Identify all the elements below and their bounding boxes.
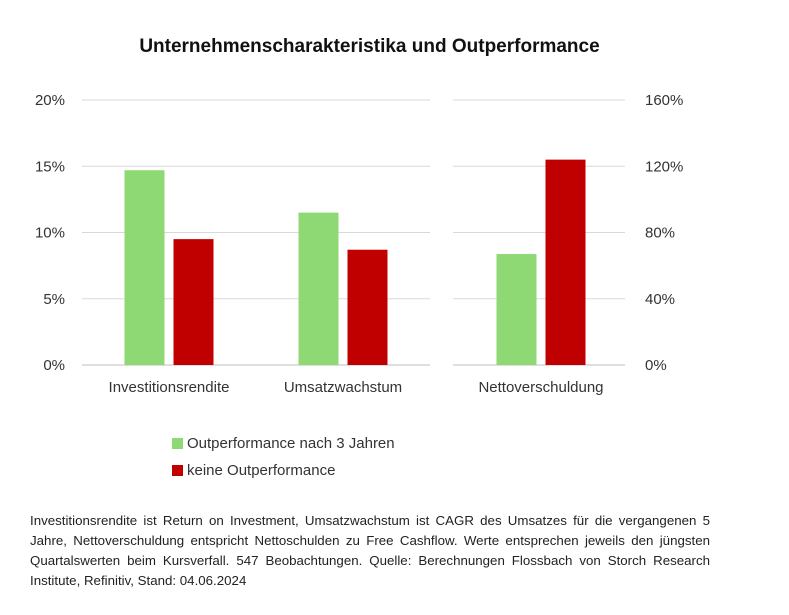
- x-category-label: Umsatzwachstum: [284, 379, 402, 396]
- legend-item-no-outperformance: keine Outperformance: [172, 457, 395, 484]
- legend-label-no-outperformance: keine Outperformance: [187, 462, 336, 479]
- y-right-tick-label: 160%: [645, 92, 683, 109]
- footnote: Investitionsrendite ist Return on Invest…: [30, 513, 710, 588]
- y-left-tick-label: 10%: [35, 225, 65, 242]
- x-category-label: Investitionsrendite: [109, 379, 230, 396]
- legend-item-outperformance: Outperformance nach 3 Jahren: [172, 430, 395, 457]
- bar-no-outperformance-nettoverschuldung: [545, 159, 586, 365]
- y-right-tick-label: 40%: [645, 291, 675, 308]
- bar-outperformance-nettoverschuldung: [496, 254, 537, 365]
- bar-outperformance-umsatzwachstum: [298, 212, 339, 365]
- legend-swatch-red: [172, 465, 183, 476]
- y-left-tick-label: 15%: [35, 158, 65, 175]
- y-right-tick-label: 0%: [645, 357, 667, 374]
- y-right-tick-label: 80%: [645, 225, 675, 242]
- legend-label-outperformance: Outperformance nach 3 Jahren: [187, 435, 395, 452]
- bar-no-outperformance-investitionsrendite: [173, 239, 214, 365]
- x-category-label: Nettoverschuldung: [478, 379, 603, 396]
- bar-no-outperformance-umsatzwachstum: [347, 249, 388, 365]
- y-left-tick-label: 0%: [43, 357, 65, 374]
- bar-outperformance-investitionsrendite: [124, 170, 165, 365]
- axis-labels: 0% 5% 10% 15% 20% 0% 40% 80% 120% 160% Investition…: [35, 92, 683, 396]
- y-left-tick-label: 20%: [35, 92, 65, 109]
- legend: Outperformance nach 3 Jahren keine Outpe…: [172, 430, 395, 484]
- chart-title: Unternehmenscharakteristika und Outperfo…: [139, 36, 600, 57]
- y-left-tick-label: 5%: [43, 291, 65, 308]
- legend-swatch-green: [172, 438, 183, 449]
- y-right-tick-label: 120%: [645, 158, 683, 175]
- bars: [124, 159, 586, 365]
